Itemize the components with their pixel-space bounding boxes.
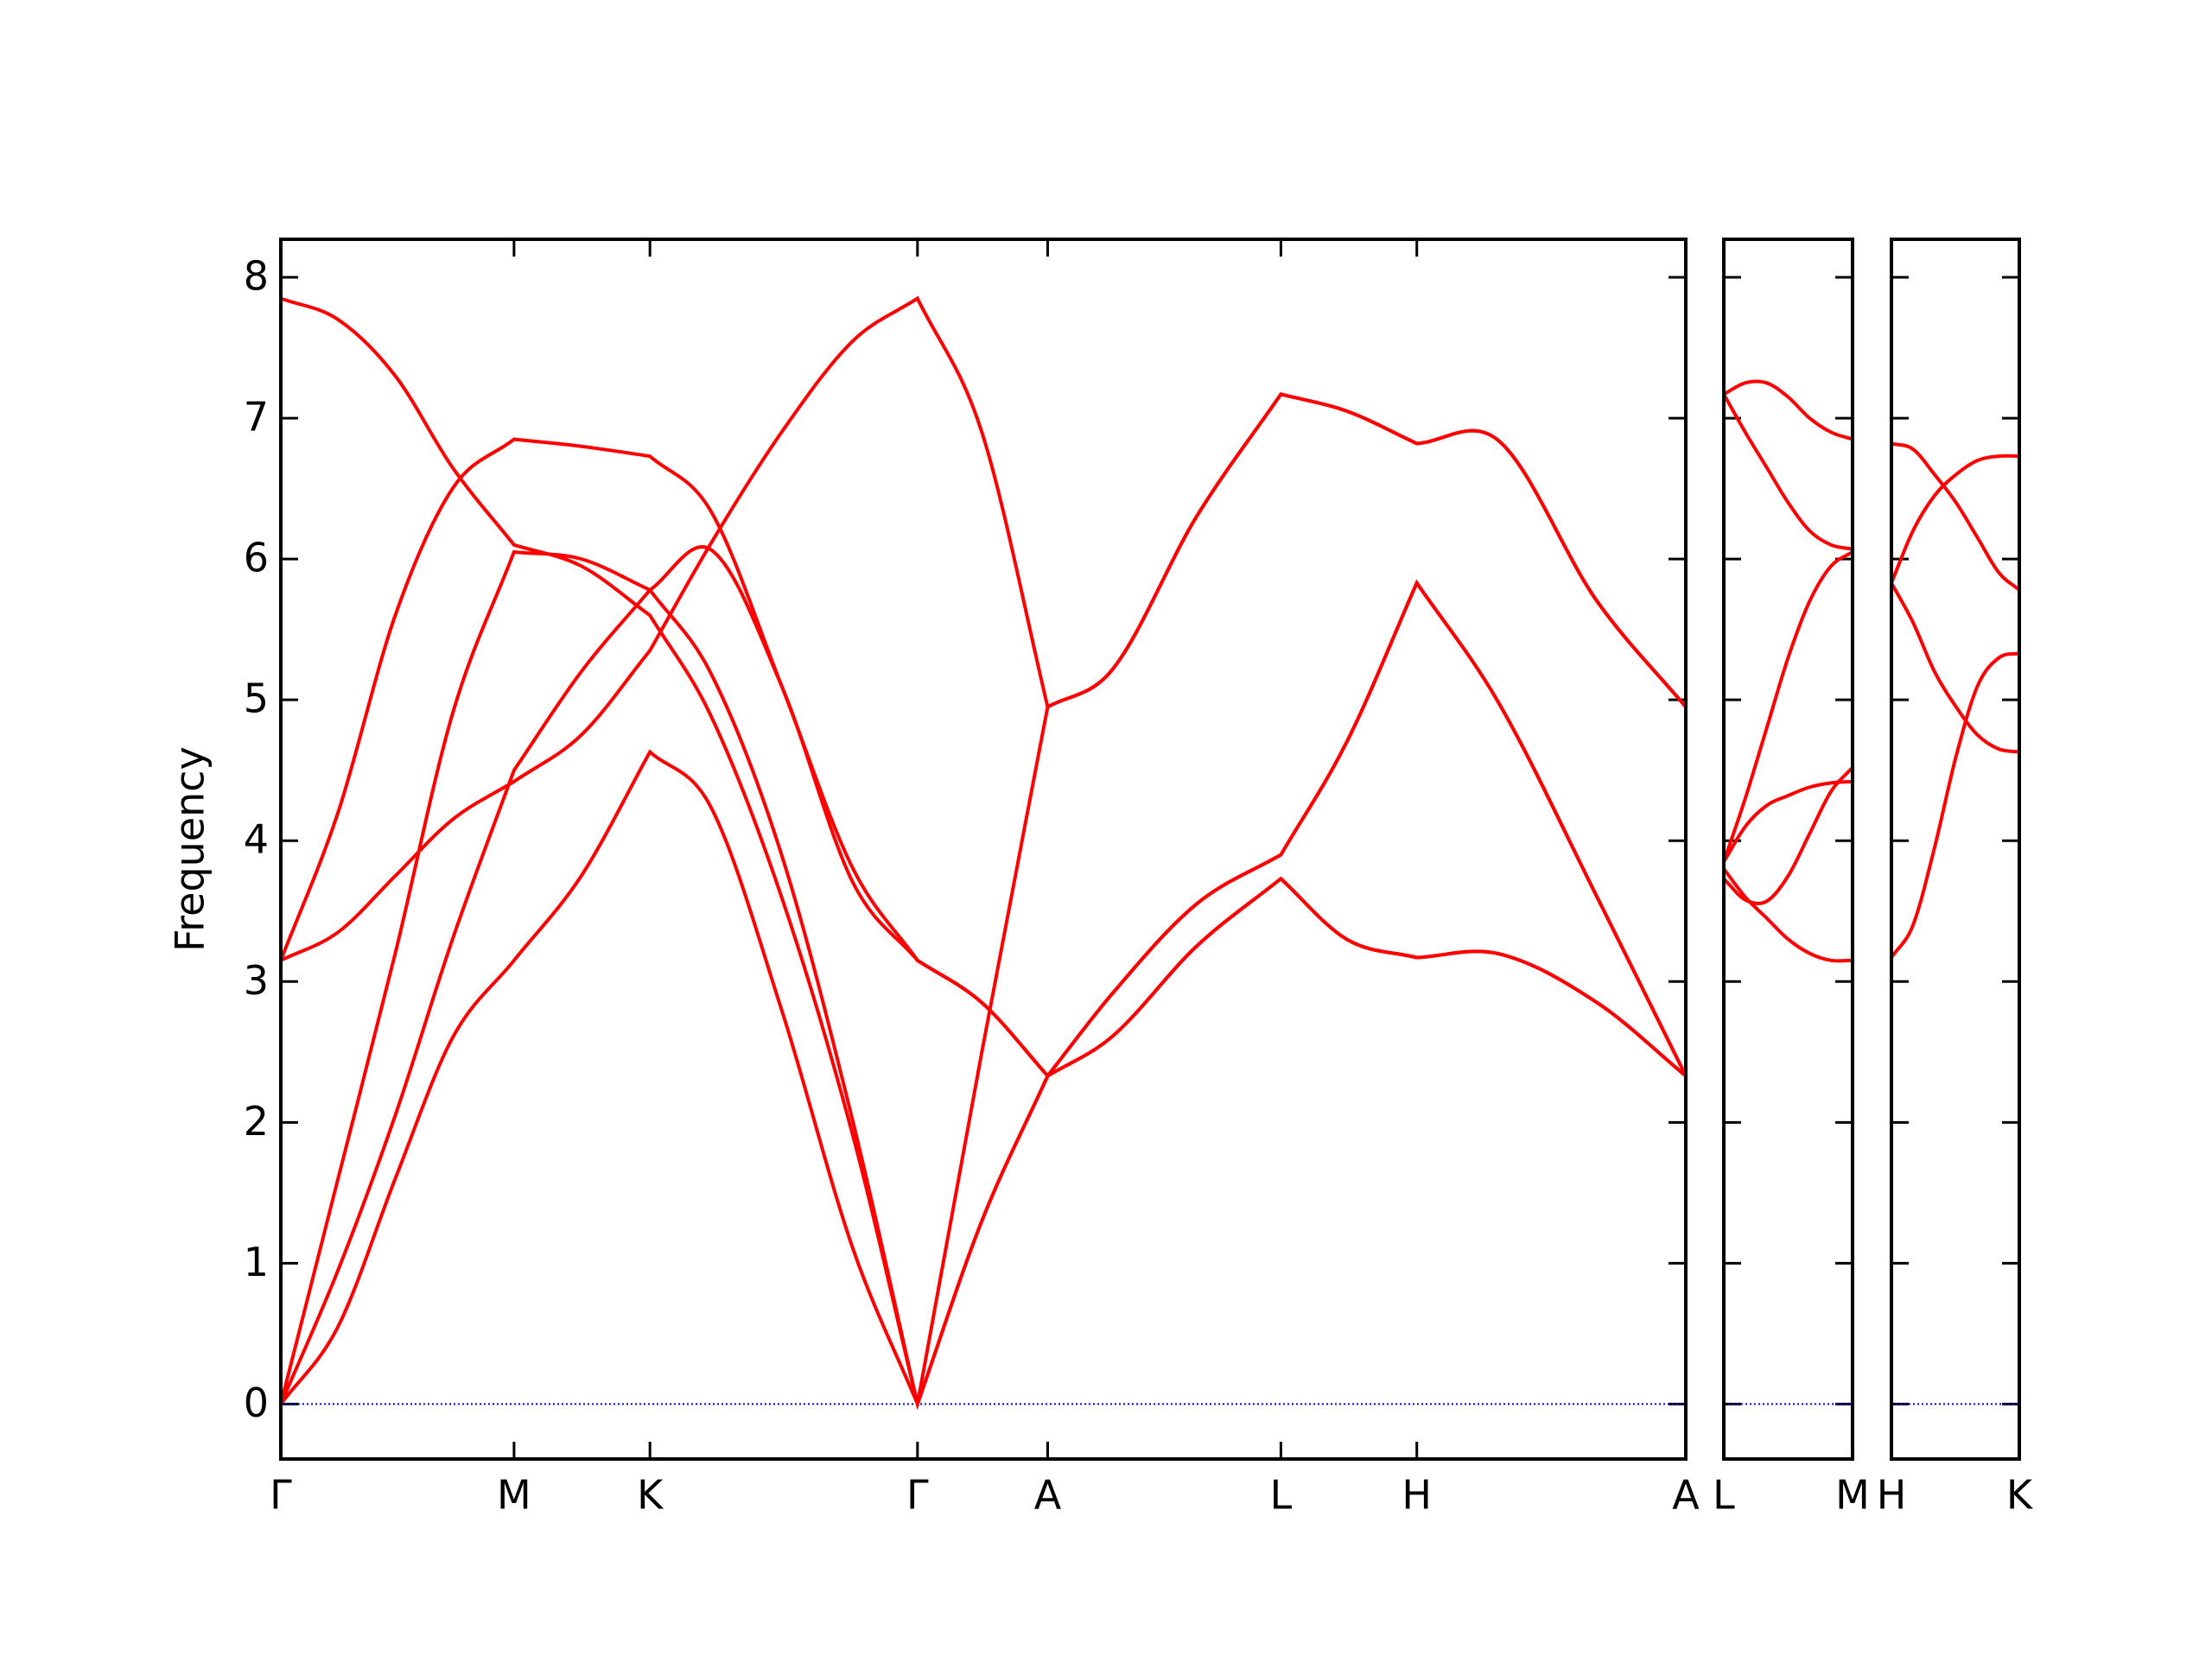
panel-frame [1722,238,1854,1461]
band-line [1891,581,2019,754]
y-tick-label: 5 [244,676,269,722]
x-tick-label: K [637,1472,664,1519]
y-tick-label: 7 [244,394,269,441]
band-line [1724,393,1853,551]
y-tick-label: 0 [244,1380,269,1426]
x-tick-label: H [1402,1472,1432,1519]
band-line [281,437,1686,1079]
band-line [1891,454,2019,584]
x-tick-label: M [1835,1472,1870,1519]
band-line [1724,379,1853,441]
y-tick-label: 3 [244,957,269,1004]
band-line [281,392,1686,1405]
x-tick-label: M [497,1472,531,1519]
y-tick-label: 2 [244,1098,269,1145]
band-line [1891,651,2019,959]
band-line [281,295,1686,962]
x-tick-label: L [1270,1472,1293,1519]
y-tick-label: 1 [244,1239,269,1285]
y-axis-label: Frequency [167,746,213,952]
x-tick-label: K [2006,1472,2034,1519]
band-line [281,296,1686,1411]
y-tick-label: 4 [244,816,269,863]
x-tick-label: L [1713,1472,1735,1519]
band-line [1724,867,1853,963]
band-line [1724,779,1853,863]
x-tick-label: A [1672,1472,1700,1519]
band-line [281,749,1686,1409]
panel-frame [279,238,1688,1461]
band-line [1724,766,1853,905]
x-tick-label: Γ [906,1472,929,1519]
band-line [1724,550,1853,863]
panel-frame [1890,238,2021,1461]
x-tick-label: H [1877,1472,1907,1519]
x-tick-label: A [1034,1472,1062,1519]
band-line [1891,441,2019,592]
band-line [281,545,1686,1405]
x-tick-label: Γ [270,1472,292,1519]
y-tick-label: 8 [244,253,269,300]
y-tick-label: 6 [244,535,269,581]
